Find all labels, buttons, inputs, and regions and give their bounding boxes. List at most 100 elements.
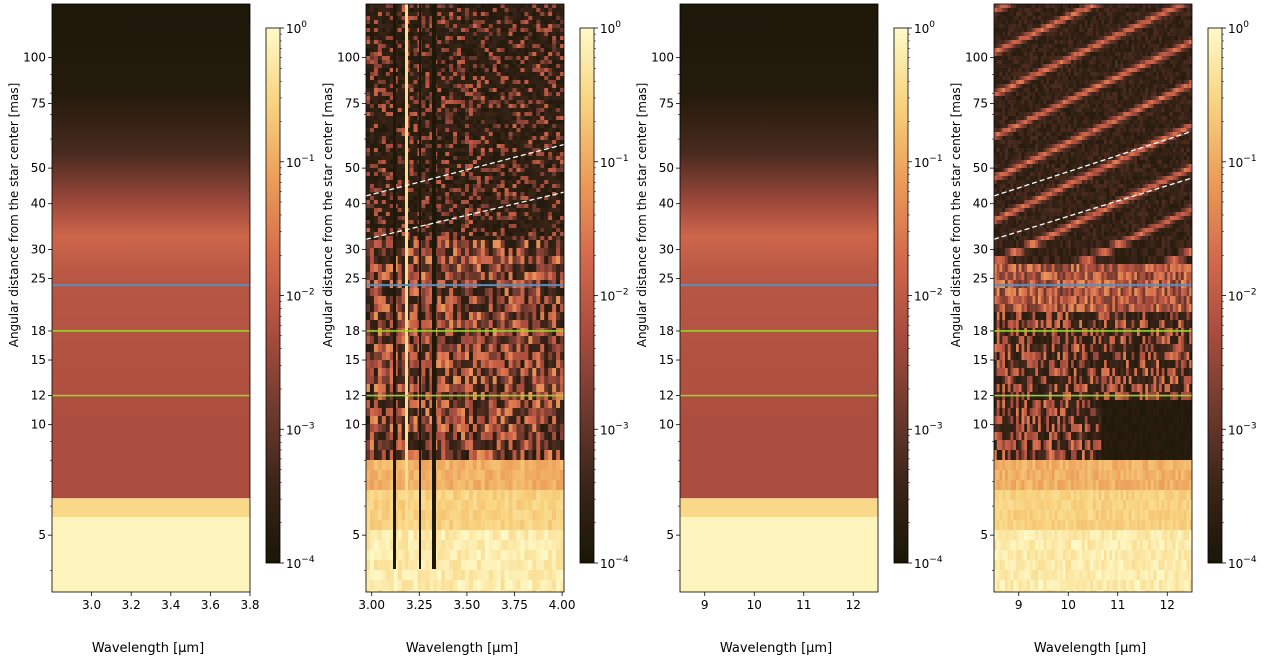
heatmap-cell (366, 176, 371, 180)
heatmap-cell (473, 148, 478, 152)
heatmap-cell (485, 180, 490, 184)
heatmap-cell (382, 240, 387, 248)
heatmap-cell (540, 72, 545, 76)
heatmap-cell (465, 232, 470, 236)
heatmap-cell (556, 560, 561, 570)
heatmap-cell (461, 40, 466, 44)
heatmap-cell (509, 550, 514, 560)
heatmap-cell (366, 450, 371, 460)
heatmap-cell (453, 200, 458, 204)
heatmap-cell (437, 208, 442, 212)
heatmap-cell (481, 470, 486, 480)
heatmap-cell (465, 176, 470, 180)
heatmap-cell (501, 52, 506, 56)
heatmap-cell (378, 104, 383, 108)
heatmap-cell (485, 96, 490, 100)
heatmap-cell (556, 360, 561, 368)
heatmap-cell (410, 550, 415, 560)
heatmap-cell (516, 424, 521, 432)
heatmap-cell (410, 56, 415, 60)
heatmap-cell (465, 500, 470, 510)
heatmap-cell (378, 176, 383, 180)
heatmap-cell (449, 116, 454, 120)
heatmap-cell (516, 104, 521, 108)
heatmap-cell (513, 296, 518, 304)
heatmap-cell (441, 88, 446, 92)
heatmap-cell (552, 470, 557, 480)
heatmap-cell (457, 192, 462, 196)
heatmap-cell (548, 550, 553, 560)
heatmap-cell (386, 336, 391, 344)
heatmap-cell (410, 232, 415, 236)
heatmap-cell (461, 320, 466, 328)
heatmap-cell (473, 228, 478, 232)
heatmap-cell (465, 432, 470, 440)
heatmap-cell (410, 104, 415, 108)
heatmap-cell (516, 160, 521, 164)
heatmap-cell (473, 480, 478, 490)
heatmap-cell (386, 560, 391, 570)
heatmap-cell (509, 144, 514, 148)
heatmap-cell (520, 32, 525, 36)
heatmap-cell (366, 320, 371, 328)
heatmap-cell (469, 490, 474, 500)
heatmap-cell (477, 220, 482, 224)
heatmap-cell (425, 188, 430, 192)
heatmap-cell (437, 368, 442, 376)
heatmap-cell (441, 450, 446, 460)
heatmap-cell (414, 100, 419, 104)
heatmap-cell (524, 228, 529, 232)
heatmap-cell (516, 188, 521, 192)
heatmap-cell (481, 40, 486, 44)
heatmap-cell (374, 120, 379, 124)
heatmap-cell (449, 432, 454, 440)
heatmap-cell (509, 140, 514, 144)
heatmap-cell (465, 408, 470, 416)
heatmap-cell (366, 432, 371, 440)
heatmap-cell (453, 144, 458, 148)
heatmap-cell (378, 112, 383, 116)
heatmap-cell (501, 440, 506, 450)
heatmap-cell (501, 460, 506, 470)
heatmap-cell (513, 48, 518, 52)
heatmap-cell (425, 164, 430, 168)
heatmap-cell (536, 220, 541, 224)
heatmap-cell (513, 68, 518, 72)
y-tick-label: 18 (31, 324, 46, 338)
heatmap-cell (485, 28, 490, 32)
heatmap-cell (386, 72, 391, 76)
heatmap-cell (445, 232, 450, 236)
heatmap-cell (540, 88, 545, 92)
heatmap-cell (497, 128, 502, 132)
heatmap-cell (414, 16, 419, 20)
heatmap-cell (485, 470, 490, 480)
heatmap-cell (524, 24, 529, 28)
heatmap-cell (421, 360, 426, 368)
y-tick-label: 100 (23, 51, 46, 65)
heatmap-cell (370, 184, 375, 188)
heatmap-cell (532, 520, 537, 530)
heatmap-cell (505, 84, 510, 88)
heatmap-cell (457, 550, 462, 560)
heatmap-cell (374, 208, 379, 212)
heatmap-cell (501, 24, 506, 28)
heatmap-cell (516, 240, 521, 248)
heatmap-cell (469, 570, 474, 580)
heatmap-cell (453, 128, 458, 132)
heatmap-cell (374, 510, 379, 520)
heatmap-cell (505, 160, 510, 164)
heatmap-cell (465, 520, 470, 530)
heatmap-cell (386, 204, 391, 208)
heatmap-cell (437, 72, 442, 76)
heatmap-cell (516, 560, 521, 570)
heatmap-cell (536, 152, 541, 156)
heatmap-cell (425, 72, 430, 76)
heatmap-cell (528, 24, 533, 28)
heatmap-cell (556, 92, 561, 96)
heatmap-cell (465, 32, 470, 36)
heatmap-cell (370, 200, 375, 204)
heatmap-cell (425, 136, 430, 140)
heatmap-cell (548, 416, 553, 424)
heatmap-cell (414, 480, 419, 490)
heatmap-cell (374, 416, 379, 424)
